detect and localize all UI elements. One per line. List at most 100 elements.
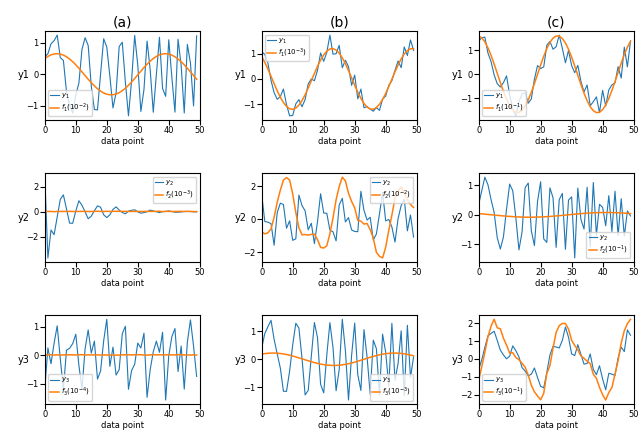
$y_3$ bbox=[47, 361, 55, 366]
$f_1(10^{-3})$ bbox=[360, 101, 368, 106]
$y_2$ bbox=[385, 217, 392, 222]
$f_2(10^{-1})$ bbox=[524, 214, 532, 220]
Y-axis label: y1: y1 bbox=[451, 71, 463, 80]
$f_2(10^{-1})$ bbox=[478, 211, 486, 217]
$y_1$ bbox=[537, 66, 545, 71]
$y_2$ bbox=[261, 219, 269, 224]
$f_3(10^{-4})$ bbox=[149, 352, 157, 357]
$y_1$ bbox=[540, 64, 548, 70]
$y_1$ bbox=[143, 38, 151, 44]
$y_1$ bbox=[53, 32, 61, 38]
$y_3$ bbox=[106, 364, 114, 369]
$f_1(10^{-1})$ bbox=[614, 70, 622, 75]
$f_1(10^{-2})$ bbox=[134, 72, 141, 78]
Line: $y_2$: $y_2$ bbox=[45, 177, 196, 258]
$f_2(10^{-2})$ bbox=[342, 178, 349, 183]
$f_3(10^{-4})$ bbox=[112, 353, 120, 358]
$f_2(10^{-2})$ bbox=[273, 199, 281, 205]
$f_3(10^{-3})$ bbox=[348, 361, 355, 366]
$f_2(10^{-3})$ bbox=[93, 209, 101, 214]
$y_3$ bbox=[184, 340, 191, 345]
$y_1$ bbox=[168, 75, 176, 80]
$y_2$ bbox=[599, 205, 607, 210]
$y_2$ bbox=[593, 233, 600, 238]
$y_3$ bbox=[385, 384, 392, 389]
$y_1$ bbox=[515, 99, 523, 104]
$y_2$ bbox=[174, 210, 182, 215]
$f_1(10^{-2})$ bbox=[75, 66, 83, 71]
$y_3$ bbox=[159, 329, 166, 335]
$y_3$ bbox=[60, 386, 67, 392]
$f_2(10^{-2})$ bbox=[406, 202, 414, 207]
$f_3(10^{-3})$ bbox=[317, 361, 324, 367]
$y_3$ bbox=[112, 373, 120, 378]
$f_2(10^{-3})$ bbox=[90, 209, 98, 214]
$f_2(10^{-3})$ bbox=[72, 209, 79, 214]
$f_2(10^{-2})$ bbox=[354, 218, 362, 223]
$y_2$ bbox=[589, 180, 597, 185]
$y_1$ bbox=[348, 83, 355, 88]
$y_3$ bbox=[125, 387, 132, 392]
$f_1(10^{-1})$ bbox=[577, 82, 585, 87]
$y_2$ bbox=[623, 208, 631, 214]
$y_1$ bbox=[406, 37, 414, 43]
$f_2(10^{-3})$ bbox=[103, 209, 111, 214]
$y_3$ bbox=[69, 341, 77, 346]
$f_3(10^{-3})$ bbox=[382, 351, 390, 357]
$f_3(10^{-3})$ bbox=[258, 351, 266, 357]
$y_1$ bbox=[72, 92, 79, 98]
$y_1$ bbox=[531, 76, 538, 82]
$f_1(10^{-1})$ bbox=[559, 36, 566, 41]
Title: (a): (a) bbox=[113, 16, 132, 30]
$y_1$ bbox=[329, 52, 337, 57]
$f_3(10^{-4})$ bbox=[118, 352, 126, 357]
$y_2$ bbox=[88, 214, 95, 219]
$f_2(10^{-2})$ bbox=[388, 212, 396, 218]
$f_3(10^{-4})$ bbox=[41, 352, 49, 357]
$f_1(10^{-1})$ bbox=[580, 91, 588, 96]
$y_3$ bbox=[500, 352, 508, 357]
$y_2$ bbox=[147, 207, 154, 213]
$f_3(10^{-4})$ bbox=[106, 353, 114, 358]
$f_3(10^{-1})$ bbox=[556, 323, 563, 328]
$f_1(10^{-2})$ bbox=[118, 88, 126, 93]
$f_1(10^{-2})$ bbox=[180, 62, 188, 67]
$f_2(10^{-3})$ bbox=[171, 209, 179, 214]
$f_3(10^{-3})$ bbox=[404, 352, 412, 357]
$y_3$ bbox=[88, 350, 95, 356]
$f_2(10^{-1})$ bbox=[481, 211, 489, 217]
$y_1$ bbox=[568, 63, 575, 68]
$y_1$ bbox=[165, 37, 173, 42]
$y_2$ bbox=[509, 188, 516, 193]
$f_2(10^{-2})$ bbox=[270, 214, 278, 220]
$y_2$ bbox=[348, 227, 355, 233]
Line: $f_1(10^{-3})$: $f_1(10^{-3})$ bbox=[262, 48, 413, 109]
$y_2$ bbox=[189, 209, 197, 214]
$f_1(10^{-1})$ bbox=[509, 107, 516, 113]
$y_2$ bbox=[332, 238, 340, 244]
$y_3$ bbox=[118, 331, 126, 337]
Line: $y_2$: $y_2$ bbox=[262, 191, 413, 245]
$y_3$ bbox=[128, 368, 136, 373]
$f_2(10^{-1})$ bbox=[614, 210, 622, 215]
$f_3(10^{-1})$ bbox=[546, 363, 554, 369]
$y_1$ bbox=[276, 94, 284, 99]
$y_2$ bbox=[323, 211, 331, 216]
$f_2(10^{-1})$ bbox=[531, 214, 538, 220]
$f_1(10^{-1})$ bbox=[611, 79, 619, 84]
$f_3(10^{-3})$ bbox=[305, 358, 312, 364]
$y_1$ bbox=[583, 83, 591, 88]
$y_2$ bbox=[264, 219, 272, 225]
$f_2(10^{-2})$ bbox=[385, 228, 392, 233]
$y_2$ bbox=[493, 235, 501, 241]
$f_3(10^{-4})$ bbox=[44, 352, 52, 357]
$y_2$ bbox=[586, 244, 594, 249]
$y_3$ bbox=[506, 353, 513, 359]
$f_2(10^{-1})$ bbox=[484, 212, 492, 217]
$f_3(10^{-1})$ bbox=[608, 385, 616, 390]
$f_3(10^{-1})$ bbox=[602, 397, 609, 403]
$f_3(10^{-4})$ bbox=[140, 353, 148, 358]
$f_1(10^{-2})$ bbox=[78, 69, 86, 75]
$y_1$ bbox=[137, 109, 145, 114]
$y_3$ bbox=[332, 388, 340, 393]
